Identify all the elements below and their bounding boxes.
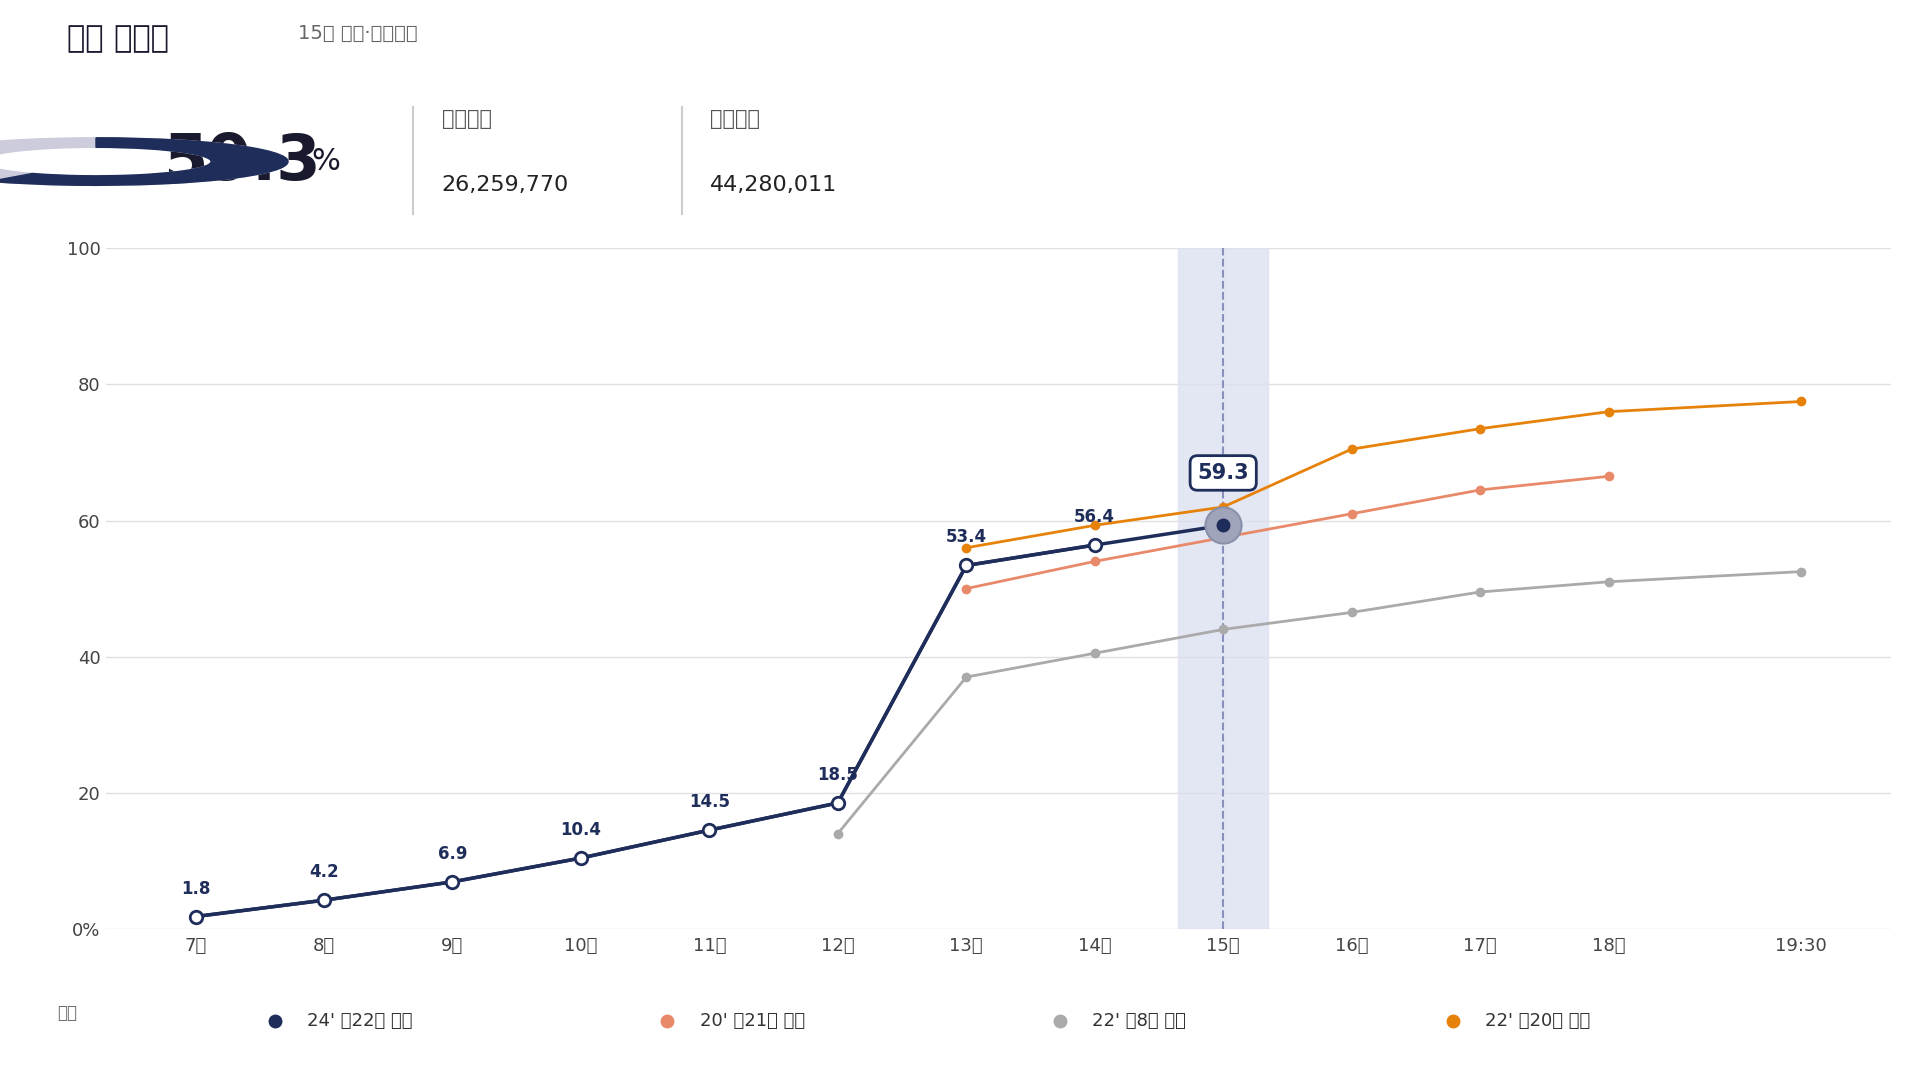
Text: 6.9: 6.9 [438,845,467,863]
Wedge shape [0,138,288,186]
Text: 전국 투표율: 전국 투표율 [67,24,169,53]
Bar [1179,248,1269,929]
Text: 투표자수: 투표자수 [442,109,492,129]
Text: 4.2: 4.2 [309,863,338,881]
Text: 14.5: 14.5 [689,793,730,811]
Text: 24' 제22대 총선: 24' 제22대 총선 [307,1012,413,1029]
Text: 선거인수: 선거인수 [710,109,760,129]
Text: 10.4: 10.4 [561,821,601,839]
Text: 59.3: 59.3 [1198,463,1250,483]
Wedge shape [0,138,288,186]
Text: 18.5: 18.5 [818,766,858,784]
Text: 44,280,011: 44,280,011 [710,175,837,195]
Text: 59.3: 59.3 [163,131,321,192]
Text: 56.4: 56.4 [1075,508,1116,526]
Text: 26,259,770: 26,259,770 [442,175,568,195]
Text: 53.4: 53.4 [947,528,987,546]
Text: 시간: 시간 [58,1003,77,1022]
Text: 20' 제21대 총선: 20' 제21대 총선 [699,1012,804,1029]
Text: 22' 제8회 지선: 22' 제8회 지선 [1092,1012,1187,1029]
Text: 15시 기준·집계완료: 15시 기준·집계완료 [298,24,417,43]
Text: 1.8: 1.8 [180,879,209,897]
Text: %: % [311,147,340,176]
Text: 22' 제20대 대선: 22' 제20대 대선 [1486,1012,1590,1029]
